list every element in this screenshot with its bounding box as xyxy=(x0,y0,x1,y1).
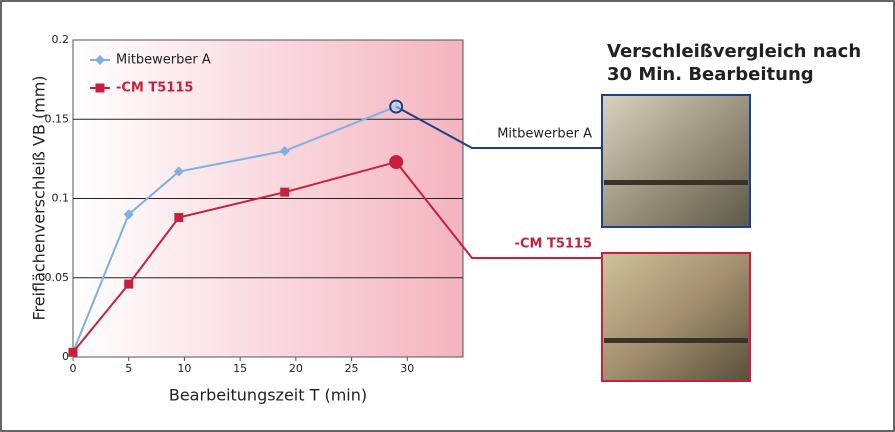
y-axis-label: Freiflächenverschleiß VB (mm) xyxy=(30,75,49,320)
callout-line xyxy=(395,105,602,149)
point xyxy=(124,279,134,289)
y-tick-label: 0.05 xyxy=(45,271,70,284)
photo-cm xyxy=(601,252,751,382)
highlight-point xyxy=(389,99,404,114)
x-tick-label: 30 xyxy=(400,362,414,375)
x-tick-label: 25 xyxy=(345,362,359,375)
point xyxy=(123,209,134,220)
photo-detail xyxy=(604,180,748,185)
x-tick-label: 5 xyxy=(125,362,132,375)
y-tick-label: 0.2 xyxy=(52,33,70,46)
point xyxy=(279,145,290,156)
legend-label: Mitbewerber A xyxy=(116,53,211,68)
legend-label: -CM T5115 xyxy=(116,81,193,96)
point xyxy=(173,166,184,177)
x-tick-label: 20 xyxy=(289,362,303,375)
photo-detail xyxy=(604,338,748,343)
callout-label: -CM T5115 xyxy=(515,237,592,252)
x-axis-label: Bearbeitungszeit T (min) xyxy=(169,386,367,405)
callout-label: Mitbewerber A xyxy=(497,127,592,142)
callout-line xyxy=(395,161,602,259)
legend-swatch xyxy=(95,55,105,65)
y-tick-label: 0.1 xyxy=(52,192,70,205)
comparison-title: 30 Min. Bearbeitung xyxy=(607,64,814,85)
x-tick-label: 15 xyxy=(233,362,247,375)
y-tick-label: 0.15 xyxy=(45,112,70,125)
comparison-title: Verschleißvergleich nach xyxy=(607,41,861,62)
highlight-point xyxy=(389,155,404,170)
x-tick-label: 0 xyxy=(70,362,77,375)
point xyxy=(68,347,78,357)
point xyxy=(174,213,184,223)
legend-swatch xyxy=(95,83,105,93)
x-tick-label: 10 xyxy=(177,362,191,375)
point xyxy=(280,187,290,197)
y-tick-label: 0 xyxy=(62,350,69,363)
photo-competitor xyxy=(601,94,751,228)
